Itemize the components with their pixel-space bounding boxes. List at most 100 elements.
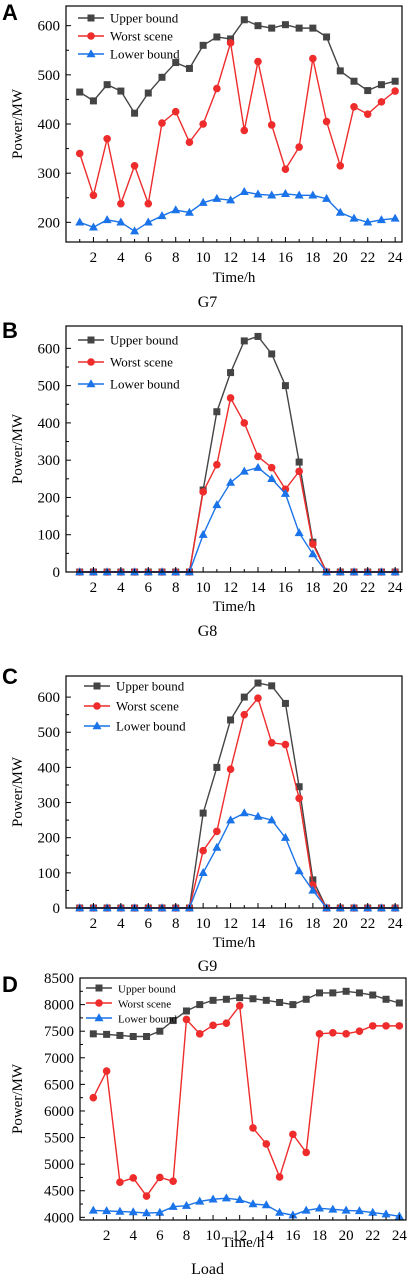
x-tick-label: 12: [232, 1228, 247, 1244]
data-point: [198, 868, 208, 877]
legend: Upper bound Worst scene Lower bound: [84, 679, 186, 734]
data-point: [239, 808, 249, 817]
data-point: [227, 35, 235, 43]
data-point: [103, 1030, 111, 1038]
data-point: [184, 207, 194, 216]
x-tick-label: 18: [305, 250, 320, 266]
data-point: [267, 815, 277, 824]
legend-label: Upper bound: [110, 11, 179, 26]
data-point: [336, 67, 344, 75]
legend-marker: [93, 702, 101, 710]
x-tick-label: 8: [172, 916, 180, 932]
data-point: [301, 1205, 311, 1214]
panel-letter-d: D: [2, 972, 18, 997]
y-tick-label: 600: [38, 19, 61, 35]
data-point: [129, 1033, 137, 1041]
data-point: [116, 1031, 124, 1039]
data-point: [198, 197, 208, 206]
data-point: [368, 1207, 378, 1216]
data-point: [308, 885, 318, 894]
x-tick-label: 4: [117, 250, 125, 266]
panel-a: A 200 300 400 500 600 2 4 6 8 10 12 14 16 18 20 22 24 Tim…: [0, 0, 415, 318]
data-point: [209, 1021, 217, 1030]
data-point: [295, 783, 303, 791]
x-tick-label: 6: [156, 1228, 164, 1244]
data-point: [172, 59, 180, 67]
y-tick-label: 6500: [44, 1077, 74, 1093]
data-point: [295, 24, 303, 32]
data-point: [227, 369, 235, 377]
data-point: [88, 1205, 98, 1214]
x-tick-label: 22: [360, 580, 375, 596]
x-tick-label: 22: [360, 250, 375, 266]
chart-subtitle-load: Load: [191, 1261, 224, 1278]
data-point: [368, 1022, 377, 1030]
y-tick-label: 7000: [44, 1051, 74, 1067]
data-point: [239, 466, 249, 475]
x-tick-label: 20: [333, 250, 348, 266]
data-point: [89, 1093, 98, 1102]
data-point: [391, 77, 399, 85]
data-point: [240, 337, 248, 345]
data-point: [181, 1200, 191, 1209]
legend-label: Worst scene: [110, 29, 173, 44]
x-tick-label: 12: [223, 250, 238, 266]
x-axis-label: Time/h: [213, 935, 256, 951]
data-point: [249, 995, 257, 1003]
data-point: [328, 1204, 338, 1213]
y-tick-label: 4000: [44, 1210, 74, 1226]
panel-c: C 0 100 200 300 400 500 600 2 4 6 8 10 12 14 16 18 20 22 2…: [0, 664, 415, 975]
data-point: [195, 1030, 204, 1038]
legend-marker: [95, 999, 103, 1007]
data-point: [253, 462, 263, 471]
data-point: [171, 205, 181, 214]
data-point: [142, 1192, 151, 1200]
x-tick-label: 10: [206, 1228, 221, 1244]
data-point: [315, 1030, 324, 1038]
x-tick-label: 16: [278, 580, 294, 596]
data-point: [329, 989, 337, 997]
data-point: [240, 419, 249, 427]
data-point: [221, 1193, 231, 1202]
x-tick-label: 2: [90, 580, 98, 596]
data-point: [117, 199, 125, 208]
data-point: [212, 193, 222, 202]
legend: Upper bound Worst scene Lower bound: [78, 333, 180, 392]
data-point: [156, 1173, 164, 1182]
series-lower-bound: [75, 808, 400, 912]
y-tick-label: 7500: [44, 1024, 74, 1040]
y-tick-label: 4500: [44, 1184, 74, 1200]
panel-letter-c: C: [2, 664, 18, 689]
legend-marker: [86, 49, 96, 58]
data-point: [267, 463, 276, 472]
data-point: [336, 161, 345, 170]
data-point: [322, 193, 332, 202]
y-axis-label: Power/MW: [10, 88, 26, 159]
x-tick-label: 20: [339, 1228, 354, 1244]
data-point: [236, 994, 244, 1002]
y-tick-label: 100: [38, 528, 61, 544]
x-tick-label: 10: [196, 580, 211, 596]
data-point: [289, 1001, 297, 1009]
data-point: [275, 1173, 284, 1181]
y-tick-label: 300: [38, 453, 61, 469]
data-point: [295, 794, 303, 803]
data-point: [158, 73, 166, 81]
data-point: [355, 1027, 364, 1035]
legend-label: Lower bound: [110, 377, 180, 392]
data-point: [235, 1194, 245, 1203]
data-point: [89, 191, 98, 200]
data-point: [143, 217, 153, 226]
x-tick-label: 6: [145, 580, 153, 596]
x-tick-label: 8: [183, 1228, 191, 1244]
data-point: [222, 995, 230, 1003]
data-point: [248, 1199, 258, 1208]
data-point: [329, 1028, 337, 1037]
data-point: [309, 54, 317, 63]
x-tick-label: 18: [305, 580, 320, 596]
data-point: [281, 21, 289, 29]
data-point: [209, 996, 217, 1004]
data-point: [254, 679, 262, 687]
data-point: [222, 1019, 231, 1028]
